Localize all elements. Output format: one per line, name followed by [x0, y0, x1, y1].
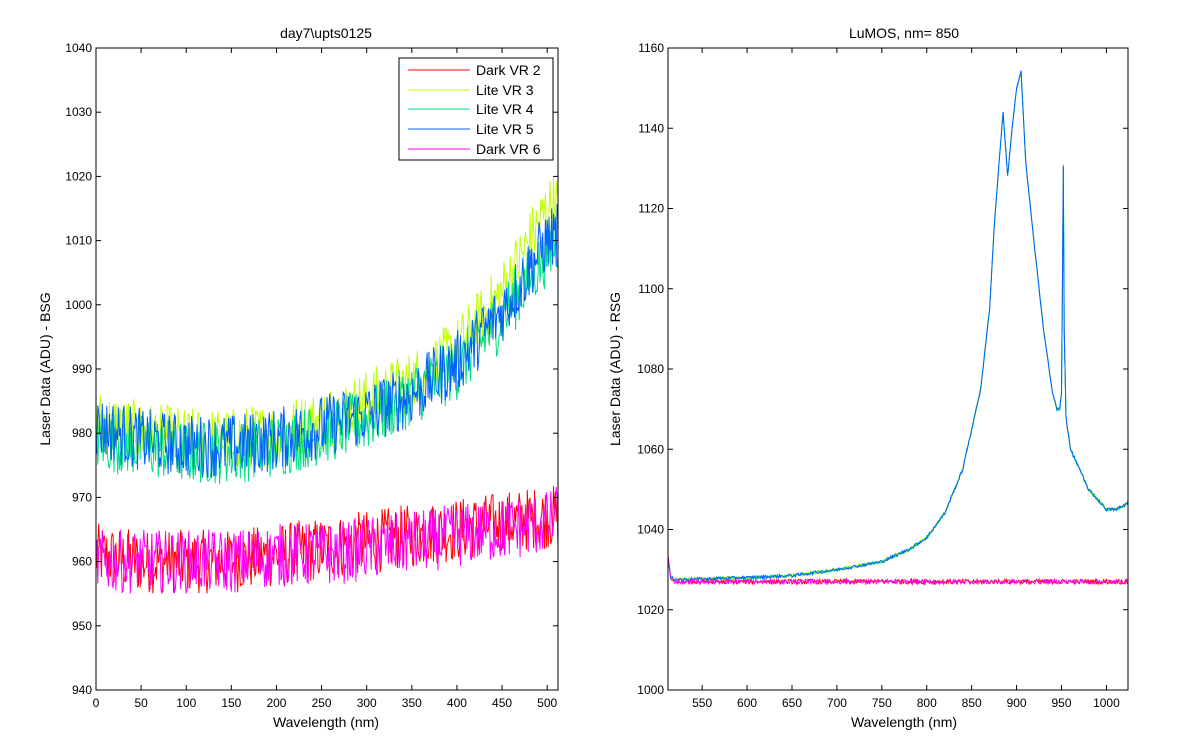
left-ytick-label: 980 [72, 426, 92, 440]
right-xtick-label: 750 [872, 696, 892, 710]
legend-item-dark-vr-2: Dark VR 2 [408, 62, 541, 78]
left-series-group [96, 177, 558, 594]
left-ytick-label: 940 [72, 683, 92, 697]
subplot-left: day7\upts0125 0 50 100 150 200 250 300 350 400 45… [37, 25, 559, 730]
right-xtick-label: 550 [692, 696, 712, 710]
left-ytick-label: 1000 [65, 298, 92, 312]
left-xticks: 0 50 100 150 200 250 300 350 400 450 500 [93, 48, 558, 710]
left-xtick-label: 350 [402, 696, 422, 710]
right-xtick-label: 850 [962, 696, 982, 710]
right-xtick-label: 700 [827, 696, 847, 710]
legend-label-dark-vr-2: Dark VR 2 [476, 62, 541, 78]
left-ytick-label: 960 [72, 555, 92, 569]
legend-item-lite-vr-3: Lite VR 3 [408, 82, 534, 98]
legend-label-dark-vr-6: Dark VR 6 [476, 141, 541, 157]
left-xtick-label: 450 [492, 696, 512, 710]
legend-item-lite-vr-4: Lite VR 4 [408, 101, 534, 117]
right-ytick-label: 1000 [637, 683, 664, 697]
right-xtick-label: 600 [737, 696, 757, 710]
left-xtick-label: 50 [134, 696, 148, 710]
left-xtick-label: 250 [312, 696, 332, 710]
left-xtick-label: 100 [176, 696, 196, 710]
left-ytick-label: 990 [72, 362, 92, 376]
legend-label-lite-vr-3: Lite VR 3 [476, 82, 534, 98]
left-xtick-label: 0 [93, 696, 100, 710]
left-ytick-label: 1040 [65, 41, 92, 55]
right-ytick-label: 1040 [637, 523, 664, 537]
left-ytick-label: 1010 [65, 234, 92, 248]
right-series-lite-vr-5 [668, 70, 1128, 582]
right-ytick-label: 1160 [638, 41, 664, 55]
left-ytick-label: 1020 [65, 169, 92, 183]
left-y-axis-label: Laser Data (ADU) - BSG [37, 292, 53, 445]
left-series-dark-vr-6 [96, 486, 558, 594]
right-ytick-label: 1080 [637, 362, 664, 376]
right-ytick-label: 1100 [638, 282, 664, 296]
right-y-axis-label: Laser Data (ADU) - RSG [607, 292, 623, 446]
left-xtick-label: 400 [447, 696, 467, 710]
right-x-axis-label: Wavelength (nm) [851, 714, 957, 730]
right-ytick-label: 1140 [638, 121, 664, 135]
right-xtick-label: 1000 [1093, 696, 1120, 710]
right-xtick-label: 900 [1007, 696, 1027, 710]
legend: Dark VR 2 Lite VR 3 Lite VR 4 Lite VR 5 … [398, 57, 554, 161]
left-chart-title: day7\upts0125 [280, 25, 372, 41]
left-ytick-label: 1030 [65, 105, 92, 119]
left-xtick-label: 300 [357, 696, 377, 710]
left-series-lite-vr-5 [96, 204, 558, 479]
left-x-axis-label: Wavelength (nm) [273, 714, 379, 730]
subplot-right: LuMOS, nm= 850 550 600 650 700 750 800 850 900 9… [607, 25, 1129, 730]
right-xtick-label: 650 [782, 696, 802, 710]
left-xtick-label: 500 [537, 696, 557, 710]
right-series-group [668, 70, 1128, 587]
left-xtick-label: 200 [266, 696, 286, 710]
right-ytick-label: 1120 [638, 202, 664, 216]
right-xticks: 550 600 650 700 750 800 850 900 950 1000 [692, 48, 1120, 710]
right-series-dark-vr-6 [668, 556, 1128, 586]
legend-label-lite-vr-5: Lite VR 5 [476, 121, 534, 137]
right-xtick-label: 950 [1052, 696, 1072, 710]
legend-item-dark-vr-6: Dark VR 6 [408, 141, 541, 157]
legend-item-lite-vr-5: Lite VR 5 [408, 121, 534, 137]
left-yticks: 940 950 960 970 980 990 1000 1010 1020 1030 1040 [65, 41, 558, 697]
left-ytick-label: 970 [72, 490, 92, 504]
left-ytick-label: 950 [72, 619, 92, 633]
right-ytick-label: 1060 [637, 442, 664, 456]
right-xtick-label: 800 [917, 696, 937, 710]
left-xtick-label: 150 [221, 696, 241, 710]
right-yticks: 1000 1020 1040 1060 1080 1100 1120 1140 1160 [637, 41, 1128, 697]
right-ytick-label: 1020 [637, 603, 664, 617]
legend-label-lite-vr-4: Lite VR 4 [476, 101, 534, 117]
right-chart-title: LuMOS, nm= 850 [849, 25, 959, 41]
